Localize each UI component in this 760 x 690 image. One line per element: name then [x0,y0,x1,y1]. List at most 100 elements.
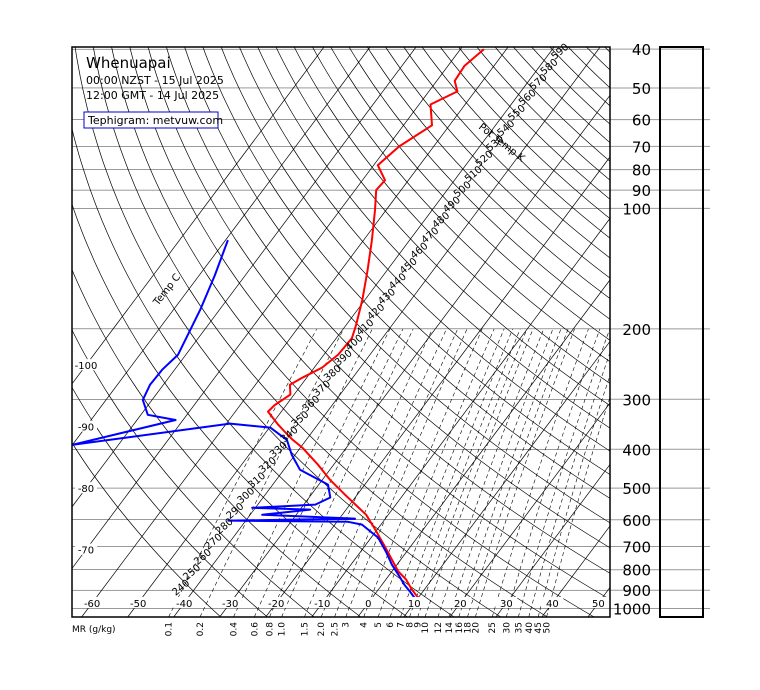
dry-adiabat [312,47,610,363]
subtitle: 12:00 GMT - 14 Jul 2025 [86,89,219,102]
isotherm [495,463,610,617]
dry-adiabat [202,47,610,499]
mixing-ratio-line [491,328,589,617]
dry-adiabat [72,329,315,617]
pressure-tick-label: 300 [622,391,651,409]
isotherm [357,279,610,617]
mixing-ratio-label: 9 [414,622,424,628]
isotherm [449,402,610,617]
mixing-ratio-label: 2.0 [317,622,327,637]
isotherm-label: 40 [546,599,559,610]
mixing-ratio-label: 0.6 [250,622,260,637]
label-bg [495,597,518,608]
pressure-tick-label: 500 [622,480,651,498]
mixing-ratio-label: 0.4 [230,622,240,637]
mixing-ratio-line [233,328,373,617]
label-bg [403,597,426,608]
pressure-tick-label: 700 [622,539,651,557]
dry-adiabat [92,47,548,617]
mixing-ratio-label: 14 [445,622,455,634]
mixing-ratio-label: 0.8 [266,622,276,637]
mixing-ratio-line [334,328,458,617]
dry-adiabat [440,47,610,220]
dry-adiabat [72,268,362,617]
mixing-ratio-label: 16 [455,622,465,634]
mixing-ratio-label: 40 [525,622,535,634]
source[interactable]: Tephigram: metvuw.com [87,114,223,127]
mixing-ratio-line [409,328,521,617]
isotherm-label: -90 [78,423,94,434]
mixing-ratio-line [467,328,569,617]
dry-adiabat [458,47,610,200]
dry-adiabat [403,47,610,259]
isotherm-label: 0 [365,599,371,610]
mixing-ratio-label: 5 [374,622,384,628]
isotherm-label: -20 [268,599,284,610]
mixing-ratio-label: 0.2 [196,622,206,636]
sounding-profile [72,239,417,601]
mixing-ratio-label: 25 [488,622,498,633]
mixing-ratio-label: 45 [534,622,544,633]
pressure-tick-label: 600 [622,512,651,530]
mixing-ratio-line [437,328,544,617]
isotherm-label: -100 [75,361,98,372]
pressure-tick-label: 900 [622,582,651,600]
label-bg [81,597,104,608]
dry-adiabat [147,47,610,574]
mixing-ratio-label: 3 [342,622,352,628]
label-bg [357,597,380,608]
isotherm-label: -30 [222,599,238,610]
label-bg [219,597,242,608]
plot-frame [71,46,611,618]
label-bg [587,597,610,608]
mixing-ratio-line [281,328,414,617]
label-bg [75,543,97,555]
label-bg [127,597,150,608]
wind-panel [659,46,704,618]
dry-adiabat [257,47,610,429]
isotherm [72,47,417,508]
mixing-ratio-label: 8 [406,622,416,628]
mixing-ratio-label: 6 [386,622,396,628]
mixing-ratio-line [199,328,344,617]
isotherm-label: -50 [130,599,146,610]
dry-adiabat [220,47,610,475]
pressure-tick-label: 80 [632,162,651,180]
dry-adiabat [476,47,610,181]
dry-adiabat [367,47,610,299]
dry-adiabat [330,47,610,341]
mixing-ratio-label: 35 [514,622,524,633]
label-bg [265,597,288,608]
pressure-tick-label: 60 [632,112,651,130]
chart-title: Whenuapai [86,54,171,72]
pressure-tick-label: 800 [622,562,651,580]
mixing-ratio-label: 20 [471,622,481,634]
mixing-ratio-line [400,328,513,617]
mixing-ratio-label: 7 [397,622,407,628]
isotherm [311,217,610,617]
mixing-ratio-line [546,396,610,617]
isotherm [403,340,610,617]
mixing-ratio-line [363,328,483,617]
mixing-ratio-line [458,328,562,617]
mixing-ratio-line [389,328,505,617]
dry-adiabat [293,47,610,384]
pressure-tick-label: 40 [632,41,651,59]
mixing-ratio-line [269,328,404,617]
mixing-ratio-label: 4 [360,622,370,628]
label-bg [75,482,97,494]
mixing-ratio-line [304,328,433,617]
mixing-ratio-line [254,328,391,617]
isotherm-label: 20 [454,599,467,610]
label-bg [173,597,196,608]
mixing-ratio-line [475,328,575,617]
isotherm-label: 50 [592,599,605,610]
dry-adiabat [494,47,610,162]
pressure-tick-label: 70 [632,138,651,156]
grid-layer [72,47,610,617]
isotherm-label: 10 [408,599,421,610]
dry-adiabat [348,47,610,320]
pressure-tick-label: 1000 [613,601,651,619]
mixing-ratio-label: 0.1 [165,622,175,636]
